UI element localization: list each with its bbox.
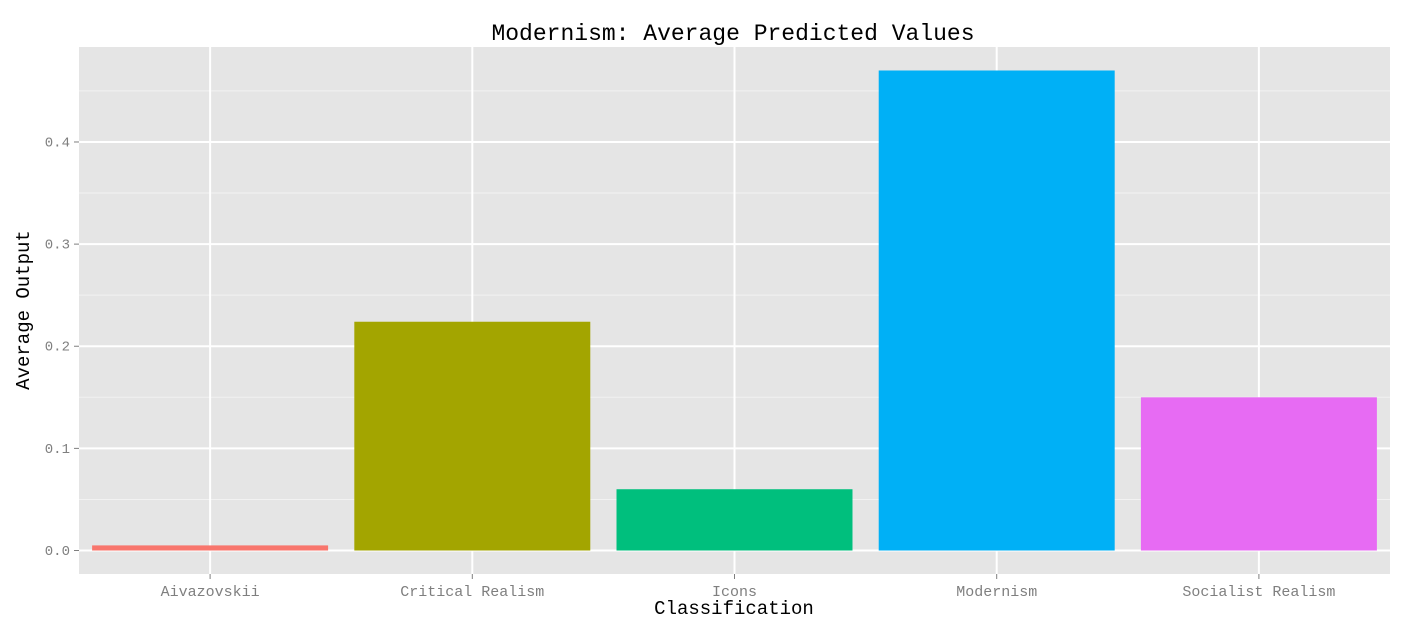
- y-axis: 0.0 0.1 0.2 0.3 0.4: [45, 135, 79, 560]
- y-axis-label: Average Output: [13, 230, 35, 390]
- y-tick-label: 0.0: [45, 544, 70, 560]
- x-tick-label: Aivazovskii: [161, 584, 260, 601]
- x-tick-label: Icons: [712, 584, 757, 601]
- x-axis: Aivazovskii Critical Realism Icons Modernis…: [161, 574, 1335, 601]
- bar-modernism: [878, 70, 1115, 551]
- x-tick-label: Modernism: [956, 584, 1037, 601]
- x-axis-label: Classification: [654, 598, 814, 620]
- bar-aivazovskii: [92, 545, 329, 551]
- y-tick-label: 0.1: [45, 442, 70, 458]
- y-tick-label: 0.4: [45, 135, 70, 151]
- x-tick-label: Critical Realism: [400, 584, 544, 601]
- x-tick-label: Socialist Realism: [1182, 584, 1335, 601]
- chart-title: Modernism: Average Predicted Values: [491, 21, 974, 47]
- bar-critical-realism: [354, 321, 591, 551]
- y-tick-label: 0.2: [45, 340, 70, 356]
- bar-icons: [616, 489, 853, 551]
- y-tick-label: 0.3: [45, 238, 70, 254]
- bars: [92, 70, 1377, 551]
- bar-socialist-realism: [1140, 397, 1377, 551]
